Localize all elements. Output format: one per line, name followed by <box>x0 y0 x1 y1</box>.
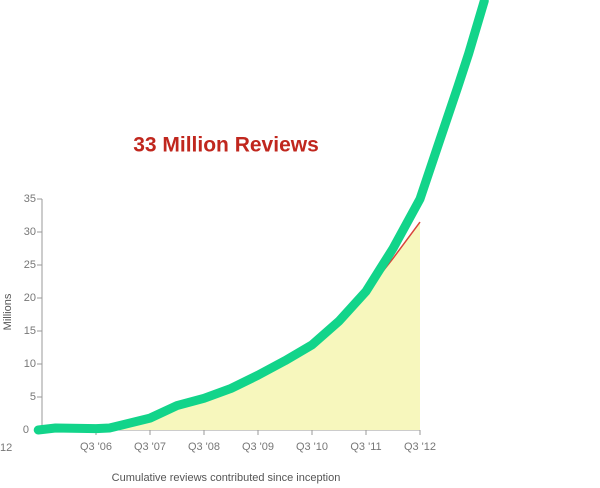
y-tick-label: 35 <box>24 193 36 205</box>
y-tick-label: 30 <box>24 226 36 238</box>
y-tick-label: 15 <box>24 325 36 337</box>
y-tick-label: 20 <box>24 292 36 304</box>
line <box>33 0 489 435</box>
area <box>96 222 420 430</box>
y-tick-label: 5 <box>30 391 36 403</box>
x-tick-label: Q3 '10 <box>296 441 328 453</box>
x-axis-label: Cumulative reviews contributed since inc… <box>112 472 341 484</box>
x-tick-label: Q3 '09 <box>242 441 274 453</box>
x-tick-label: Q3 '06 <box>80 441 112 453</box>
x-tick-label: Q3 '11 <box>350 441 381 453</box>
y-tick-label: 0 <box>23 424 29 436</box>
y-tick-label: 25 <box>24 259 36 271</box>
chart-title: 33 Million Reviews <box>133 134 319 157</box>
y-tick-label: 10 <box>24 358 36 370</box>
x-tick-label: Q3 '08 <box>188 441 220 453</box>
annotation: 12 <box>0 442 12 454</box>
y-axis-label: Millions <box>2 293 14 330</box>
x-tick-label: Q3 '12 <box>404 441 436 453</box>
x-tick-label: Q3 '07 <box>134 441 166 453</box>
